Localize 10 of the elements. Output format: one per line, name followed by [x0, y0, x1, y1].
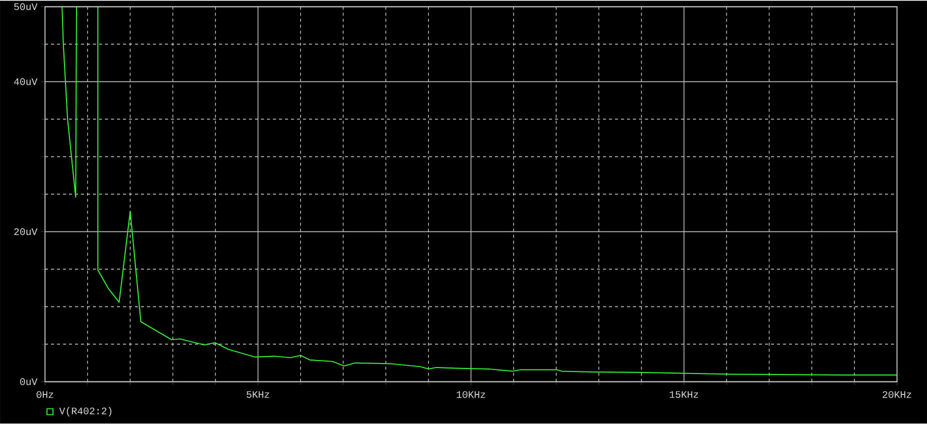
y-tick-label: 0uV	[20, 378, 38, 386]
x-tick-label: 10KHz	[456, 391, 486, 398]
y-tick-label: 50uV	[14, 3, 38, 10]
y-tick-label: 40uV	[14, 78, 38, 86]
x-tick-label: 15KHz	[670, 391, 698, 398]
x-tick-label: 5KHz	[246, 391, 270, 398]
x-tick-label: 0Hz	[36, 391, 54, 398]
legend-label: V(R402:2)	[59, 407, 112, 416]
y-tick-label: 20uV	[14, 228, 38, 236]
x-tick-label: 20KHz	[882, 391, 912, 398]
